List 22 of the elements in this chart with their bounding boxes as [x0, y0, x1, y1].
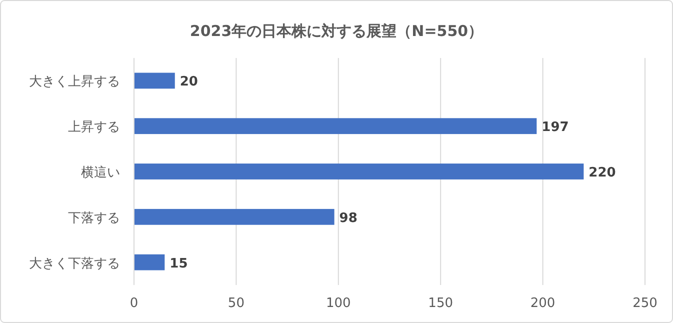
y-tick-label: 上昇する	[68, 120, 120, 136]
x-tick-label: 250	[632, 296, 658, 311]
data-label: 15	[170, 256, 188, 272]
bar	[134, 254, 165, 270]
x-tick-label: 50	[228, 296, 244, 311]
bar	[134, 164, 584, 180]
bar	[134, 208, 334, 225]
data-label: 98	[339, 210, 358, 226]
bar	[134, 118, 537, 134]
y-tick-label: 大きく下落する	[29, 256, 120, 272]
x-tick-label: 200	[530, 296, 556, 311]
x-tick-label: 0	[130, 296, 138, 311]
data-label: 20	[180, 74, 198, 90]
y-tick-label: 下落する	[68, 210, 120, 226]
data-label: 220	[588, 166, 616, 180]
x-tick-label: 100	[326, 296, 351, 311]
y-tick-label: 大きく上昇する	[29, 74, 120, 90]
y-tick-label: 横這い	[81, 166, 120, 180]
x-tick-label: 150	[428, 296, 454, 311]
chart-title: 2023年の日本株に対する展望（N=550）	[190, 22, 484, 40]
data-label: 197	[542, 120, 569, 136]
bar	[134, 72, 175, 89]
